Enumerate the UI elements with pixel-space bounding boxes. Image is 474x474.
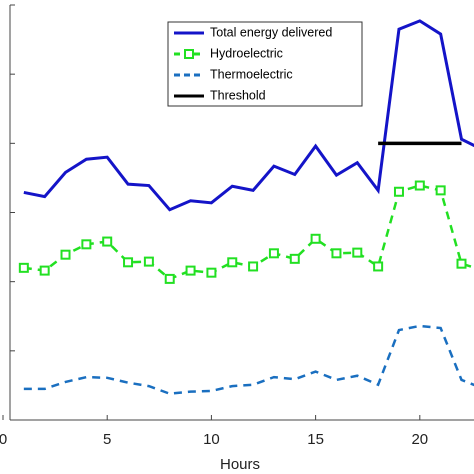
marker — [289, 253, 300, 264]
marker — [206, 267, 217, 278]
marker — [18, 262, 29, 273]
marker — [268, 248, 279, 259]
x-tick-label: 10 — [203, 431, 220, 448]
x-tick-label: 20 — [411, 431, 428, 448]
series-line — [23, 19, 474, 212]
x-axis-label: Hours — [220, 456, 260, 473]
marker — [227, 257, 238, 268]
plot — [18, 19, 474, 395]
marker — [373, 261, 384, 272]
legend-label: Threshold — [210, 88, 266, 102]
legend-label: Thermoelectric — [210, 67, 293, 81]
marker — [310, 233, 321, 244]
marker — [39, 265, 50, 276]
x-tick-label: 15 — [307, 431, 324, 448]
marker — [143, 256, 154, 267]
legend-label: Total energy delivered — [210, 25, 332, 39]
marker — [331, 248, 342, 259]
marker — [393, 186, 404, 197]
legend-label: Hydroelectric — [210, 46, 283, 60]
marker — [123, 257, 134, 268]
legend-box — [167, 21, 363, 107]
marker — [102, 236, 113, 247]
legend: Total energy delivered Hydroelectric Therm… — [167, 21, 363, 107]
marker — [185, 265, 196, 276]
series-line — [23, 324, 474, 395]
x-tick-label: 5 — [103, 431, 111, 448]
x-tick-label: 0 — [0, 431, 7, 448]
marker — [248, 261, 259, 272]
marker — [414, 180, 425, 191]
marker — [435, 185, 446, 196]
legend-marker — [184, 49, 194, 59]
marker — [164, 273, 175, 284]
marker — [456, 258, 467, 269]
marker — [60, 249, 71, 260]
marker — [81, 239, 92, 250]
marker — [352, 247, 363, 258]
